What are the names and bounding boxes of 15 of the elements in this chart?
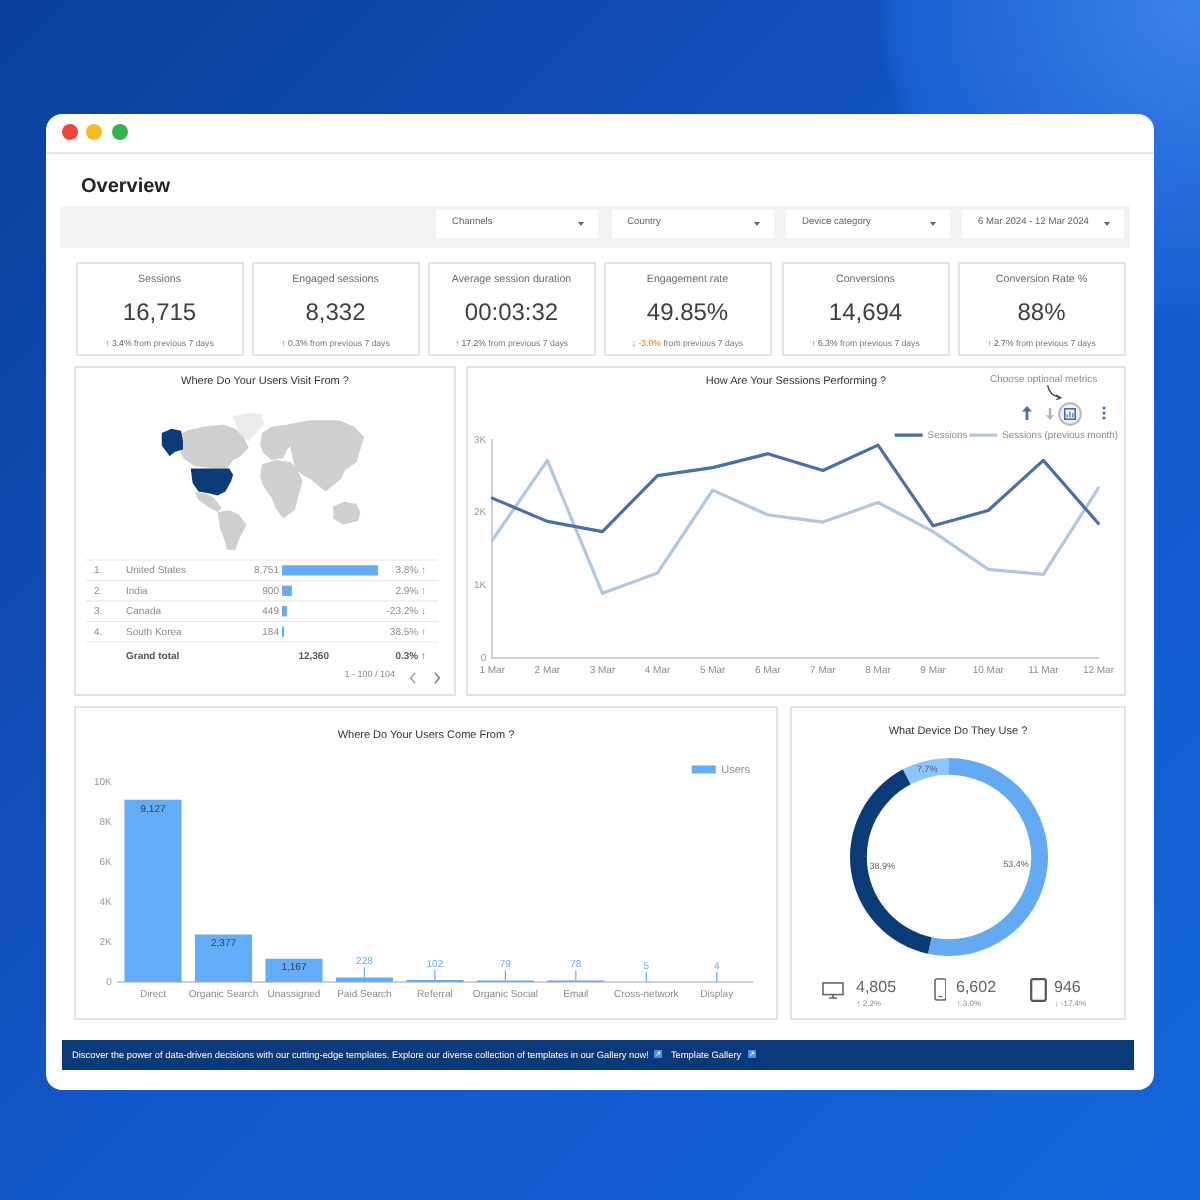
text: Overview <box>81 175 170 197</box>
text: 49.85% <box>646 297 729 325</box>
text: 00:03:32 <box>464 297 559 325</box>
text: 16,715 <box>122 297 197 325</box>
text: 4,805 <box>856 978 897 996</box>
text: 88% <box>1017 297 1066 325</box>
text: 8,332 <box>305 297 366 325</box>
bar <box>282 585 292 596</box>
bar <box>265 958 323 982</box>
text: 6,602 <box>956 978 997 996</box>
text: 946 <box>1054 978 1081 996</box>
text: 14,694 <box>828 297 903 325</box>
bar <box>124 799 182 982</box>
bar <box>194 934 253 982</box>
bar <box>282 565 378 576</box>
